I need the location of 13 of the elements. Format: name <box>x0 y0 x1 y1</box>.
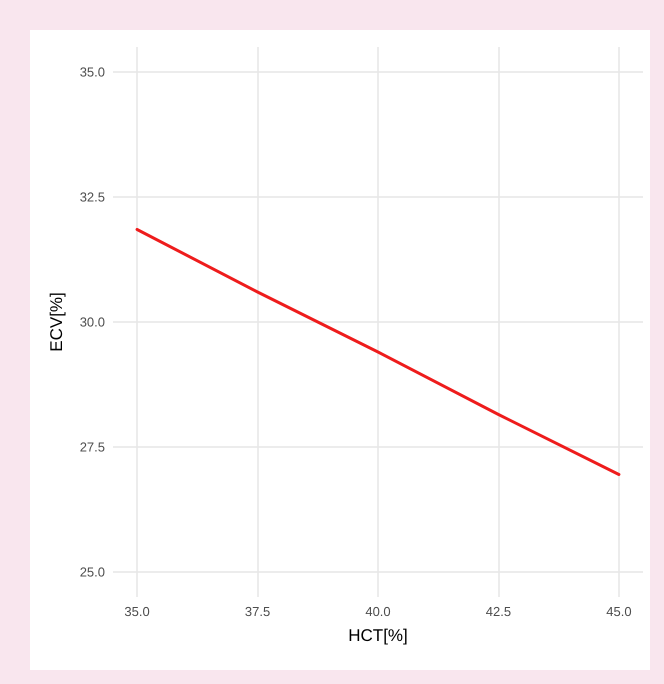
y-tick-label: 25.0 <box>80 564 105 580</box>
y-tick-label: 27.5 <box>80 440 105 454</box>
x-tick-label: 37.5 <box>244 604 270 619</box>
y-tick-label: 30.0 <box>80 314 105 330</box>
x-axis-title: HCT[%] <box>348 626 408 645</box>
y-tick-label: 35.0 <box>80 64 105 80</box>
x-tick-label: 35.0 <box>124 604 150 619</box>
y-axis-title: ECV[%] <box>47 292 66 352</box>
x-tick-label: 45.0 <box>606 604 632 619</box>
x-tick-label: 42.5 <box>486 604 512 619</box>
x-tick-label: 40.0 <box>365 604 391 619</box>
line-series <box>136 228 620 476</box>
y-tick-label: 32.5 <box>80 190 105 204</box>
